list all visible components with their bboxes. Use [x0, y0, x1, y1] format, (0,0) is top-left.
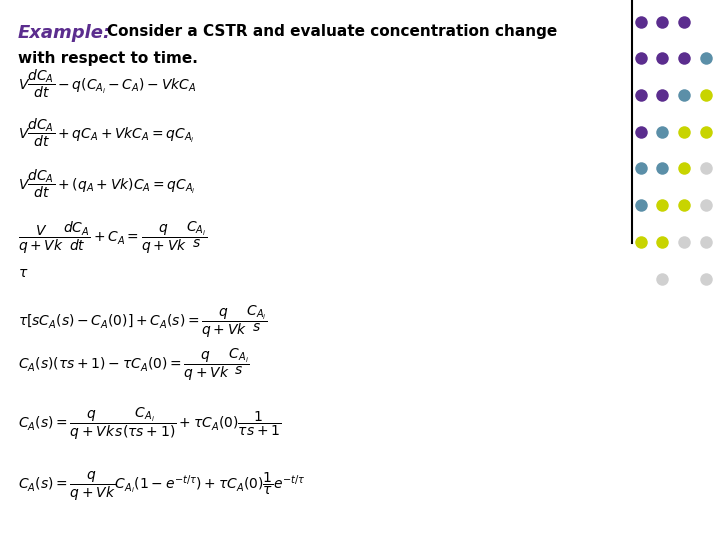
Text: with respect to time.: with respect to time. — [18, 51, 198, 66]
Text: $V \dfrac{dC_A}{dt} + (q_A + Vk)C_A = qC_{A_i}$: $V \dfrac{dC_A}{dt} + (q_A + Vk)C_A = qC… — [18, 167, 196, 200]
Text: $\tau$: $\tau$ — [18, 266, 28, 280]
Text: $V \dfrac{dC_A}{dt} + qC_A + VkC_{A} = qC_{A_i}$: $V \dfrac{dC_A}{dt} + qC_A + VkC_{A} = q… — [18, 116, 194, 148]
Text: $V \dfrac{dC_A}{dt} - q(C_{A_i} - C_A) - VkC_A$: $V \dfrac{dC_A}{dt} - q(C_{A_i} - C_A) -… — [18, 68, 197, 100]
Text: $\dfrac{V}{q+Vk} \dfrac{dC_A}{dt} + C_A = \dfrac{q}{q+Vk} \dfrac{C_{A_i}}{s}$: $\dfrac{V}{q+Vk} \dfrac{dC_A}{dt} + C_A … — [18, 219, 207, 256]
Text: $C_A(s)(\tau s + 1) - \tau C_A(0) = \dfrac{q}{q+Vk} \dfrac{C_{A_i}}{s}$: $C_A(s)(\tau s + 1) - \tau C_A(0) = \dfr… — [18, 346, 250, 383]
Text: $C_A(s) = \dfrac{q}{q+Vk} C_{A_i}(1 - e^{-t/\tau}) + \tau C_A(0) \dfrac{1}{\tau}: $C_A(s) = \dfrac{q}{q+Vk} C_{A_i}(1 - e^… — [18, 469, 306, 503]
Text: $C_A(s) = \dfrac{q}{q+Vk} \dfrac{C_{A_i}}{s(\tau s+1)} + \tau C_A(0) \dfrac{1}{\: $C_A(s) = \dfrac{q}{q+Vk} \dfrac{C_{A_i}… — [18, 406, 282, 442]
Text: $\tau\left[sC_A(s) - C_A(0)\right] + C_A(s) = \dfrac{q}{q+Vk} \dfrac{C_{A_i}}{s}: $\tau\left[sC_A(s) - C_A(0)\right] + C_A… — [18, 303, 267, 340]
Text: Consider a CSTR and evaluate concentration change: Consider a CSTR and evaluate concentrati… — [107, 24, 557, 39]
Text: Example:: Example: — [18, 24, 112, 42]
